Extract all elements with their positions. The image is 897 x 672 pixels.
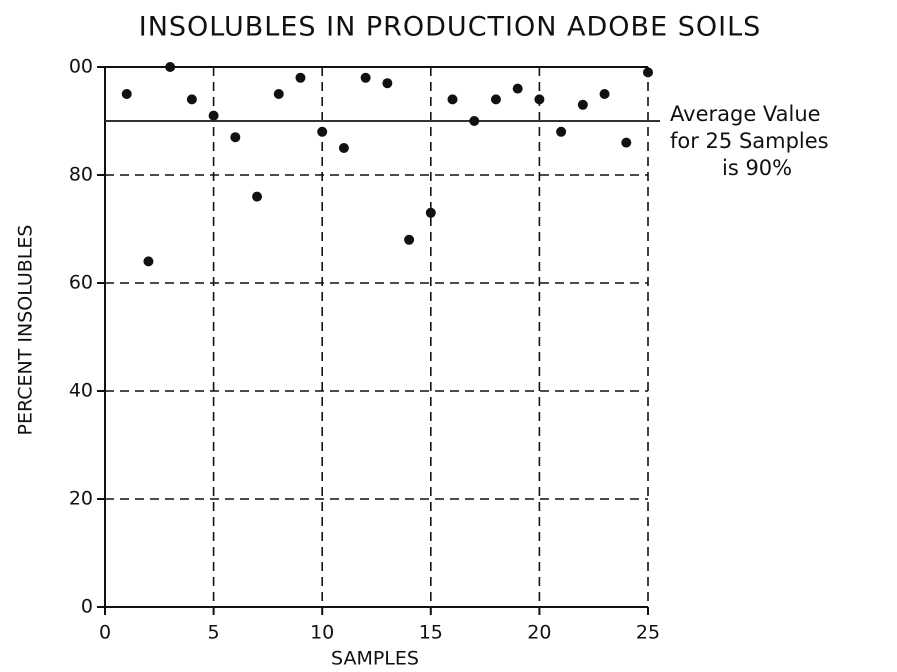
chart-title: INSOLUBLES IN PRODUCTION ADOBE SOILS [139,12,762,43]
point [186,94,197,105]
point [165,62,176,72]
y-tick-label: 0 [81,596,93,618]
point [360,72,371,83]
point [512,83,523,94]
x-tick-label: 5 [208,622,220,644]
point [252,191,263,202]
point [599,89,610,99]
x-tick-label: 25 [636,622,660,644]
point [469,116,480,126]
point [447,94,458,105]
y-tick-label: 40 [69,380,93,402]
point [143,256,154,267]
x-tick-label: 10 [310,622,334,644]
annotation: Average Value [670,102,821,126]
x-axis-label: SAMPLES [331,648,419,670]
y-tick-label: 60 [69,272,93,294]
y-tick-label: 20 [69,488,93,510]
point [577,99,588,110]
point [490,94,501,105]
point [404,234,415,245]
point [556,126,567,137]
point [534,94,545,105]
point [208,110,219,121]
point [382,78,393,89]
y-axis-label: PERCENT INSOLUBLES [15,225,37,436]
point [317,126,328,137]
x-tick-label: 15 [419,622,443,644]
point [621,137,632,148]
y-tick-label: 00 [69,56,93,78]
point [425,207,436,218]
point [121,89,132,99]
x-tick-label: 20 [527,622,551,644]
annotation: for 25 Samples [670,129,829,153]
y-tick-label: 80 [69,164,93,186]
annotation: is 90% [722,156,792,180]
point [338,143,349,153]
point [295,72,306,83]
point [273,89,284,99]
point [643,67,653,78]
x-tick-label: 0 [99,622,111,644]
point [230,132,241,143]
